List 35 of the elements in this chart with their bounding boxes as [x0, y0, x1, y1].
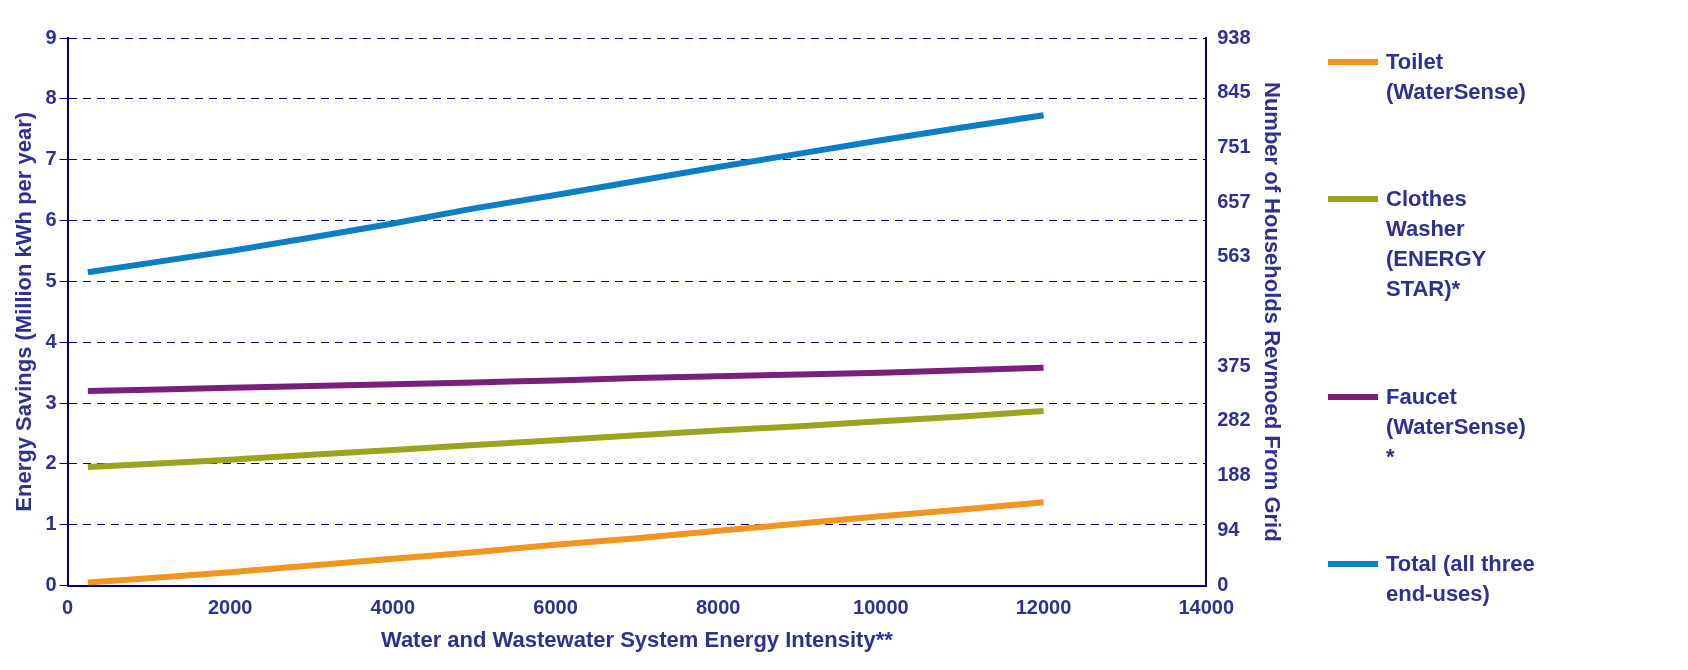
x-tick-label: 10000 — [853, 596, 909, 619]
y2-tick-label: 938 — [1217, 25, 1251, 48]
y2-tick-label: 751 — [1217, 134, 1251, 157]
y-tick-label: 5 — [45, 268, 57, 291]
x-tick-label: 14000 — [1178, 596, 1235, 619]
y-tick-label: 9 — [45, 25, 57, 48]
legend-label: Faucet (WaterSense) * — [1386, 382, 1527, 471]
y2-tick-label: 657 — [1217, 189, 1251, 212]
y2-tick-label: 375 — [1217, 354, 1251, 377]
x-tick-label: 0 — [61, 596, 74, 619]
y2-tick-label: 282 — [1217, 408, 1251, 431]
y2-tick-label: 0 — [1217, 573, 1229, 596]
x-tick-label: 6000 — [533, 596, 578, 619]
y2-tick-label: 563 — [1217, 244, 1251, 267]
y2-tick-label: 94 — [1217, 518, 1241, 541]
y-tick-label: 6 — [45, 208, 57, 231]
x-axis-title: Water and Wastewater System Energy Intensity** — [380, 626, 894, 652]
y-tick-label: 8 — [45, 86, 57, 109]
y2-tick-label: 188 — [1217, 463, 1251, 486]
x-tick-label: 8000 — [695, 596, 741, 619]
y-tick-label: 7 — [45, 147, 57, 170]
y-tick-label: 1 — [45, 512, 57, 535]
y-tick-label: 0 — [45, 573, 57, 596]
legend-label: Clothes Washer (ENERGY STAR)* — [1386, 185, 1487, 304]
y2-tick-label: 845 — [1217, 79, 1251, 102]
legend-label: Toilet (WaterSense) — [1386, 47, 1527, 106]
y-axis-title: Energy Savings (Million kWh per year) — [11, 111, 37, 512]
x-tick-label: 12000 — [1015, 596, 1072, 619]
y-tick-label: 2 — [45, 451, 57, 474]
y2-axis-title: Number of Households Revmoed From Grid — [1259, 82, 1285, 542]
y-tick-label: 3 — [45, 390, 57, 413]
y-tick-label: 4 — [45, 329, 58, 352]
legend-label: Total (all three end-uses) — [1386, 550, 1536, 609]
x-tick-label: 4000 — [370, 596, 416, 619]
x-tick-label: 2000 — [207, 596, 253, 619]
